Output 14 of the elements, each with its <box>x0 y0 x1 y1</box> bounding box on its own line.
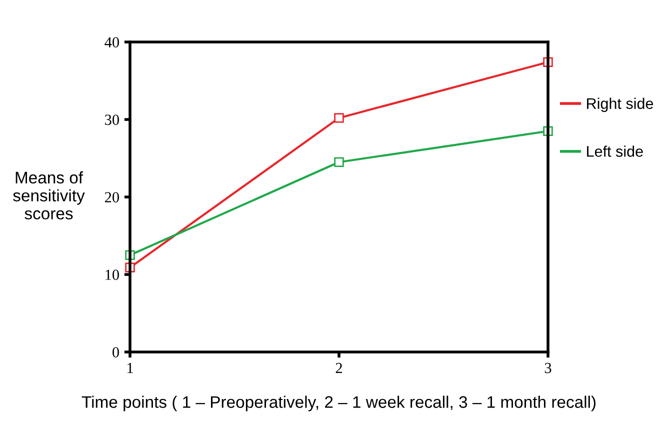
x-axis-title: Time points ( 1 – Preoperatively, 2 – 1 week recall, 3 – 1 month recall) <box>82 396 596 412</box>
x-tick-label: 3 <box>544 362 552 374</box>
y-tick-label: 0 <box>112 347 119 358</box>
legend-label: Left side <box>587 146 643 157</box>
y-tick-label: 10 <box>106 270 119 280</box>
x-tick-label: 1 <box>128 362 133 374</box>
point <box>334 113 344 123</box>
y-axis-title: Means of sensitivity scores <box>13 171 85 220</box>
x-tick-label: 2 <box>336 362 342 374</box>
point <box>334 157 344 167</box>
legend-label: Right side <box>587 98 654 112</box>
y-tick-label: 30 <box>105 114 119 125</box>
y-tick-label: 20 <box>104 192 119 202</box>
y-tick-label: 40 <box>104 37 119 48</box>
